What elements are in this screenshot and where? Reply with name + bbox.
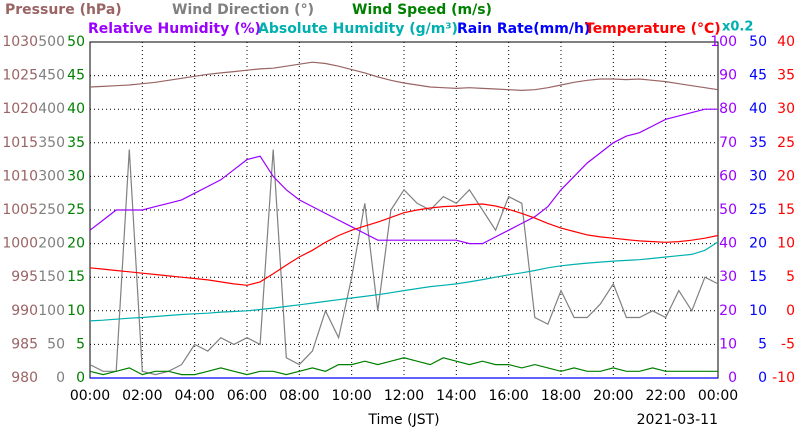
y-tick-label: 45 (67, 68, 85, 84)
y-tick-label: 500 (38, 34, 65, 50)
legend-label: Pressure (hPa) (5, 2, 122, 18)
y-tick-label: 985 (11, 336, 38, 352)
y-tick-label: 80 (719, 101, 737, 117)
y-tick-label: 0 (758, 370, 767, 386)
y-tick-label: 0 (728, 370, 737, 386)
y-tick-label: 40 (719, 236, 737, 252)
y-tick-label: 450 (38, 68, 65, 84)
y-tick-label: 50 (719, 202, 737, 218)
y-tick-label: 100 (710, 34, 737, 50)
y-tick-label: 15 (67, 269, 85, 285)
x-tick-label: 02:00 (122, 388, 162, 404)
x-tick-label: 16:00 (488, 388, 528, 404)
y-tick-label: 980 (11, 370, 38, 386)
x-tick-label: 10:00 (331, 388, 371, 404)
y-tick-label: 15 (777, 202, 795, 218)
x-tick-label: 20:00 (593, 388, 633, 404)
y-tick-label: 30 (719, 269, 737, 285)
x-axis-label: Time (JST) (367, 412, 439, 428)
y-tick-label: 50 (67, 34, 85, 50)
y-tick-label: -10 (772, 370, 795, 386)
y-tick-label: 40 (777, 34, 795, 50)
y-tick-label: 45 (749, 68, 767, 84)
series-line (89, 61, 719, 92)
x-tick-label: 08:00 (279, 388, 319, 404)
series-line (89, 241, 719, 322)
y-tick-label: 0 (56, 370, 65, 386)
y-tick-label: 35 (67, 135, 85, 151)
y-tick-label: 1015 (2, 135, 38, 151)
y-tick-label: 10 (67, 303, 85, 319)
y-tick-label: 60 (719, 168, 737, 184)
y-tick-label: 35 (777, 68, 795, 84)
series-line (89, 357, 718, 376)
y-tick-label: 20 (67, 236, 85, 252)
series-line (89, 203, 719, 286)
y-tick-label: 30 (777, 101, 795, 117)
x-tick-label: 00:00 (70, 388, 110, 404)
y-tick-label: 70 (719, 135, 737, 151)
y-tick-label: 1020 (2, 101, 38, 117)
y-tick-label: 350 (38, 135, 65, 151)
y-tick-label: 10 (777, 236, 795, 252)
legend-label: Temperature (°C) (585, 21, 721, 37)
y-tick-label: 35 (749, 135, 767, 151)
y-tick-label: 0 (786, 303, 795, 319)
y-tick-label: 10 (719, 336, 737, 352)
y-tick-label: 250 (38, 202, 65, 218)
series-line (89, 149, 719, 376)
y-tick-label: 50 (749, 34, 767, 50)
y-tick-label: 1025 (2, 68, 38, 84)
y-tick-label: 90 (719, 68, 737, 84)
y-tick-label: 400 (38, 101, 65, 117)
y-tick-label: 25 (67, 202, 85, 218)
x-tick-label: 00:00 (698, 388, 738, 404)
x-tick-label: 06:00 (227, 388, 267, 404)
y-tick-label: 40 (749, 101, 767, 117)
y-tick-label: 995 (11, 269, 38, 285)
legend-label: Absolute Humidity (g/m³) (258, 21, 458, 37)
legend-label: Rain Rate(mm/h) (457, 21, 590, 37)
y-tick-label: 40 (67, 101, 85, 117)
y-tick-label: 50 (47, 336, 65, 352)
x-tick-label: 18:00 (541, 388, 581, 404)
legend-label: Wind Speed (m/s) (352, 2, 492, 18)
x-tick-label: 14:00 (436, 388, 476, 404)
y-tick-label: 1005 (2, 202, 38, 218)
y-tick-label: 200 (38, 236, 65, 252)
y-tick-label: 25 (749, 202, 767, 218)
y-tick-label: 1030 (2, 34, 38, 50)
series-line (89, 108, 718, 245)
y-tick-label: 10 (749, 303, 767, 319)
y-tick-label: 25 (777, 135, 795, 151)
y-tick-label: 20 (719, 303, 737, 319)
y-tick-label: 30 (749, 168, 767, 184)
y-tick-label: 5 (786, 269, 795, 285)
x-tick-label: 22:00 (645, 388, 685, 404)
y-tick-label: 20 (749, 236, 767, 252)
scale-label: x0.2 (722, 20, 753, 35)
legend-label: Wind Direction (°) (172, 2, 314, 18)
y-tick-label: 1010 (2, 168, 38, 184)
x-tick-label: 12:00 (384, 388, 424, 404)
y-tick-label: 30 (67, 168, 85, 184)
y-tick-label: 100 (38, 303, 65, 319)
y-tick-label: 5 (76, 336, 85, 352)
y-tick-label: 150 (38, 269, 65, 285)
y-tick-label: 990 (11, 303, 38, 319)
y-tick-label: 1000 (2, 236, 38, 252)
y-tick-label: 300 (38, 168, 65, 184)
date-label: 2021-03-11 (637, 412, 718, 428)
y-tick-label: 5 (758, 336, 767, 352)
y-tick-label: 15 (749, 269, 767, 285)
x-tick-label: 04:00 (174, 388, 214, 404)
legend-label: Relative Humidity (%) (88, 21, 261, 37)
y-tick-label: -5 (781, 336, 795, 352)
y-tick-label: 20 (777, 168, 795, 184)
y-tick-label: 0 (76, 370, 85, 386)
